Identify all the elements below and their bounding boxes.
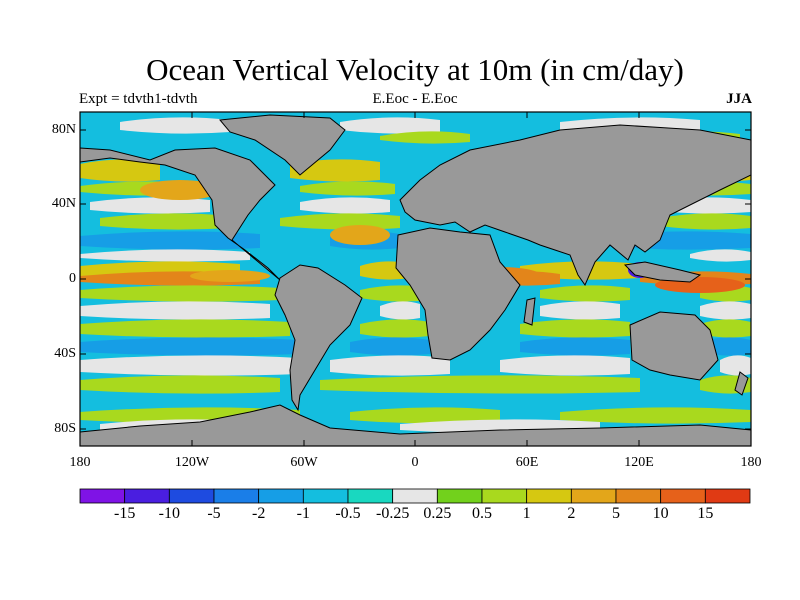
colorbar-label: -5 [207, 505, 221, 522]
colorbar-label: -1 [296, 505, 310, 522]
colorbar-label: 0.25 [423, 505, 452, 522]
lat-label-40n: 40N [51, 196, 76, 211]
velocity-band [120, 117, 700, 134]
colorbar-label: 15 [697, 505, 714, 522]
velocity-band [100, 213, 751, 230]
variable-label: E.Eoc - E.Eoc [372, 91, 458, 107]
velocity-patch [140, 180, 220, 200]
lat-label-equator: 0 [69, 271, 76, 286]
map-title: Ocean Vertical Velocity at 10m (in cm/da… [146, 52, 684, 87]
land-australia [629, 311, 719, 381]
velocity-band [80, 231, 751, 250]
lon-label-60w: 60W [290, 455, 318, 470]
land-indonesia [623, 261, 702, 283]
colorbar-label: 2 [567, 505, 576, 522]
velocity-patch [330, 225, 390, 245]
land-africa [395, 227, 521, 361]
velocity-band [80, 375, 751, 394]
lon-label-180e: 180 [740, 455, 762, 470]
land-new-zealand [734, 371, 749, 396]
velocity-patch [190, 270, 270, 282]
colorbar-label: -0.25 [375, 505, 410, 522]
experiment-label: Expt = tdvth1-tdvth [79, 91, 198, 107]
colorbar-label: 5 [612, 505, 620, 522]
colorbar-label: 0.5 [472, 505, 492, 522]
lat-label-80s: 80S [54, 421, 76, 436]
colorbar-label: 10 [652, 505, 669, 522]
land-eurasia [399, 124, 751, 287]
colorbar-label: -15 [113, 505, 136, 522]
land-antarctica [80, 404, 751, 446]
colorbar-label: -10 [158, 505, 180, 522]
colorbar-label: 1 [522, 505, 531, 522]
velocity-band [80, 337, 751, 356]
velocity-band [80, 355, 751, 376]
colorbar-label: -0.5 [335, 505, 361, 522]
land-south-america [274, 264, 363, 412]
land-madagascar [523, 297, 536, 326]
lon-label-180w: 180 [69, 455, 91, 470]
lon-label-60e: 60E [515, 455, 539, 470]
season-label: JJA [726, 91, 752, 107]
lon-label-0: 0 [411, 455, 419, 470]
lat-label-40s: 40S [54, 346, 76, 361]
velocity-band [80, 393, 751, 412]
lon-label-120w: 120W [174, 455, 210, 470]
velocity-band [80, 301, 751, 320]
colorbar-label: -2 [251, 505, 266, 522]
land-masses [80, 114, 751, 446]
axis-ticks [79, 112, 752, 446]
velocity-band [80, 319, 751, 338]
lon-label-120e: 120E [624, 455, 654, 470]
lat-label-80n: 80N [51, 122, 76, 137]
land-greenland [219, 114, 346, 176]
